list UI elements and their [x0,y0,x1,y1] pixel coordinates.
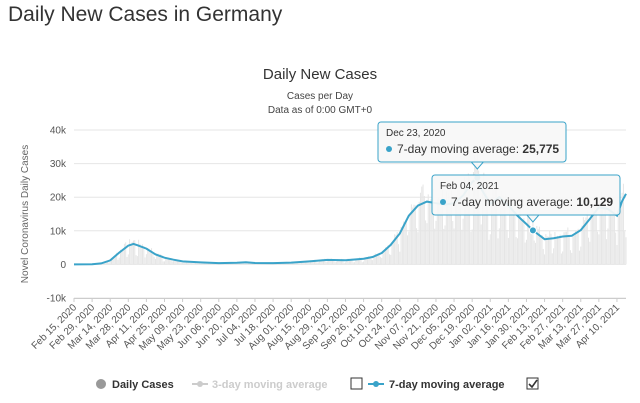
legend: Daily Cases 3-day moving average 7-day mov… [96,377,539,391]
legend-marker-daily-cases[interactable] [96,379,106,389]
tooltip-value: 25,775 [522,142,559,156]
page-heading: Daily New Cases in Germany [8,3,283,26]
series-line-7-day-average [73,176,627,266]
legend-checkbox-7-day[interactable] [526,377,539,390]
chart-title: Daily New Cases [263,66,377,83]
tooltip: Feb 04, 2021 7-day moving average: 10,129 [431,174,621,223]
tooltip-series-label: 7-day moving average: 10,129 [451,195,613,209]
y-tick-label: 30k [50,159,67,170]
legend-checkbox-3-day[interactable] [350,377,363,390]
y-tick-label: 10k [50,226,67,237]
chart-subtitle-line-1: Cases per Day [287,91,353,102]
tooltip-value: 10,129 [576,195,613,209]
legend-label-daily-cases[interactable]: Daily Cases [112,379,174,391]
legend-label-3-day[interactable]: 3-day moving average [212,379,328,391]
checkmark-icon [528,379,538,389]
tooltip-series-label: 7-day moving average: 25,775 [397,142,559,156]
plot-area: -10k 0 10k 20k 30k 40k Novel Coronavirus Daily… [20,121,627,353]
tooltip: Dec 23, 2020 7-day moving average: 25,775 [377,121,567,170]
y-tick-label: 20k [50,193,67,204]
y-tick-label: 0 [60,260,66,271]
tooltip-date: Feb 04, 2021 [440,181,499,192]
tooltip-series-dot [386,146,392,152]
tooltip-point-marker [528,226,537,235]
legend-marker-3-day[interactable] [197,381,203,387]
y-tick-label: 40k [50,126,67,137]
tooltip-date: Dec 23, 2020 [386,128,446,139]
legend-label-7-day[interactable]: 7-day moving average [389,379,505,391]
tooltip-pointer [470,161,485,170]
legend-marker-7-day[interactable] [373,381,379,387]
chart-subtitle-line-2: Data as of 0:00 GMT+0 [268,105,373,116]
tooltip-box [431,174,621,216]
tooltip-pointer [525,214,541,223]
y-axis-title: Novel Coronavirus Daily Cases [20,145,31,283]
y-tick-label: -10k [47,294,67,305]
tooltip-series-dot [440,199,446,205]
